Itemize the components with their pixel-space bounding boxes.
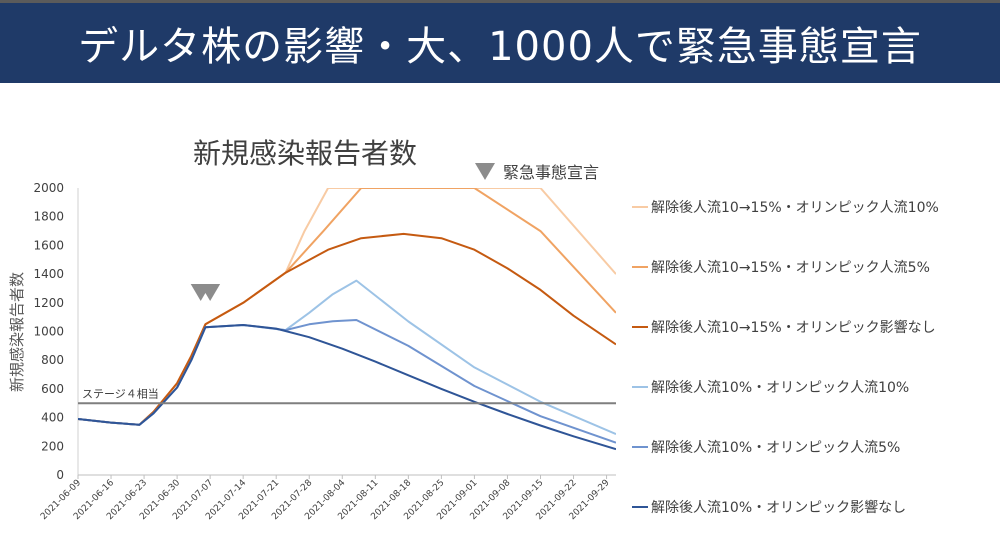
legend-item-4: 解除後人流10%・オリンピック人流10% [632, 375, 909, 399]
page-title: デルタ株の影響・大、1000人で緊急事態宣言 [78, 24, 922, 70]
chart-title: 新規感染報告者数 [193, 137, 417, 170]
y-tick-label: 600 [41, 382, 64, 396]
legend-swatch [632, 506, 648, 508]
y-tick-label: 200 [41, 439, 64, 453]
legend-item-2: 解除後人流10→15%・オリンピック人流5% [632, 255, 930, 279]
y-tick-label: 1400 [33, 267, 64, 281]
y-axis-label: 新規感染報告者数 [8, 272, 26, 392]
series-layer [78, 188, 616, 451]
legend-label: 解除後人流10%・オリンピック影響なし [651, 500, 907, 516]
legend-swatch [632, 446, 648, 448]
legend-swatch [632, 326, 648, 328]
page-title-banner: デルタ株の影響・大、1000人で緊急事態宣言 [0, 3, 1000, 83]
y-tick-label: 2000 [33, 181, 64, 195]
y-axis-ticks: 0 200 400 600 800 1000 1200 1400 1600 1800 2000 [33, 181, 64, 482]
legend-label: 解除後人流10→15%・オリンピック人流5% [651, 260, 930, 276]
legend-label: 解除後人流10→15%・オリンピック影響なし [651, 320, 936, 336]
y-tick-label: 800 [41, 353, 64, 367]
legend-item-1: 解除後人流10→15%・オリンピック人流10% [632, 195, 939, 219]
infection-chart: 新規感染報告者数 新規感染報告者数 0 200 400 600 800 1000 1200 1… [8, 137, 616, 522]
emergency-legend-label: 緊急事態宣言 [503, 163, 599, 182]
legend-swatch [632, 266, 648, 268]
y-tick-label: 0 [56, 468, 64, 482]
series-line-4 [78, 279, 616, 436]
emergency-marker-2-icon [200, 284, 221, 301]
legend-item-5: 解除後人流10%・オリンピック人流5% [632, 435, 900, 459]
x-axis-ticks: 2021-06-092021-06-162021-06-232021-06-30… [39, 475, 612, 522]
y-tick-label: 1000 [33, 325, 64, 339]
series-line-6 [78, 324, 616, 451]
legend-label: 解除後人流10→15%・オリンピック人流10% [651, 200, 939, 216]
emergency-legend: 緊急事態宣言 [475, 163, 599, 182]
legend-swatch [632, 206, 648, 208]
reference-layer: ステージ４相当 [78, 386, 616, 405]
emergency-marker-layer [190, 284, 221, 301]
legend-item-6: 解除後人流10%・オリンピック影響なし [632, 495, 906, 519]
stage4-reference-label: ステージ４相当 [82, 386, 159, 400]
legend-item-3: 解除後人流10→15%・オリンピック影響なし [632, 315, 936, 339]
y-tick-label: 400 [41, 411, 64, 425]
y-tick-label: 1200 [33, 296, 64, 310]
emergency-legend-triangle-icon [475, 163, 495, 180]
legend-label: 解除後人流10%・オリンピック人流5% [651, 440, 901, 456]
y-tick-label: 1800 [33, 210, 64, 224]
legend-swatch [632, 386, 648, 388]
legend-label: 解除後人流10%・オリンピック人流10% [651, 380, 910, 396]
y-tick-label: 1600 [33, 238, 64, 252]
top-border [0, 0, 1000, 3]
